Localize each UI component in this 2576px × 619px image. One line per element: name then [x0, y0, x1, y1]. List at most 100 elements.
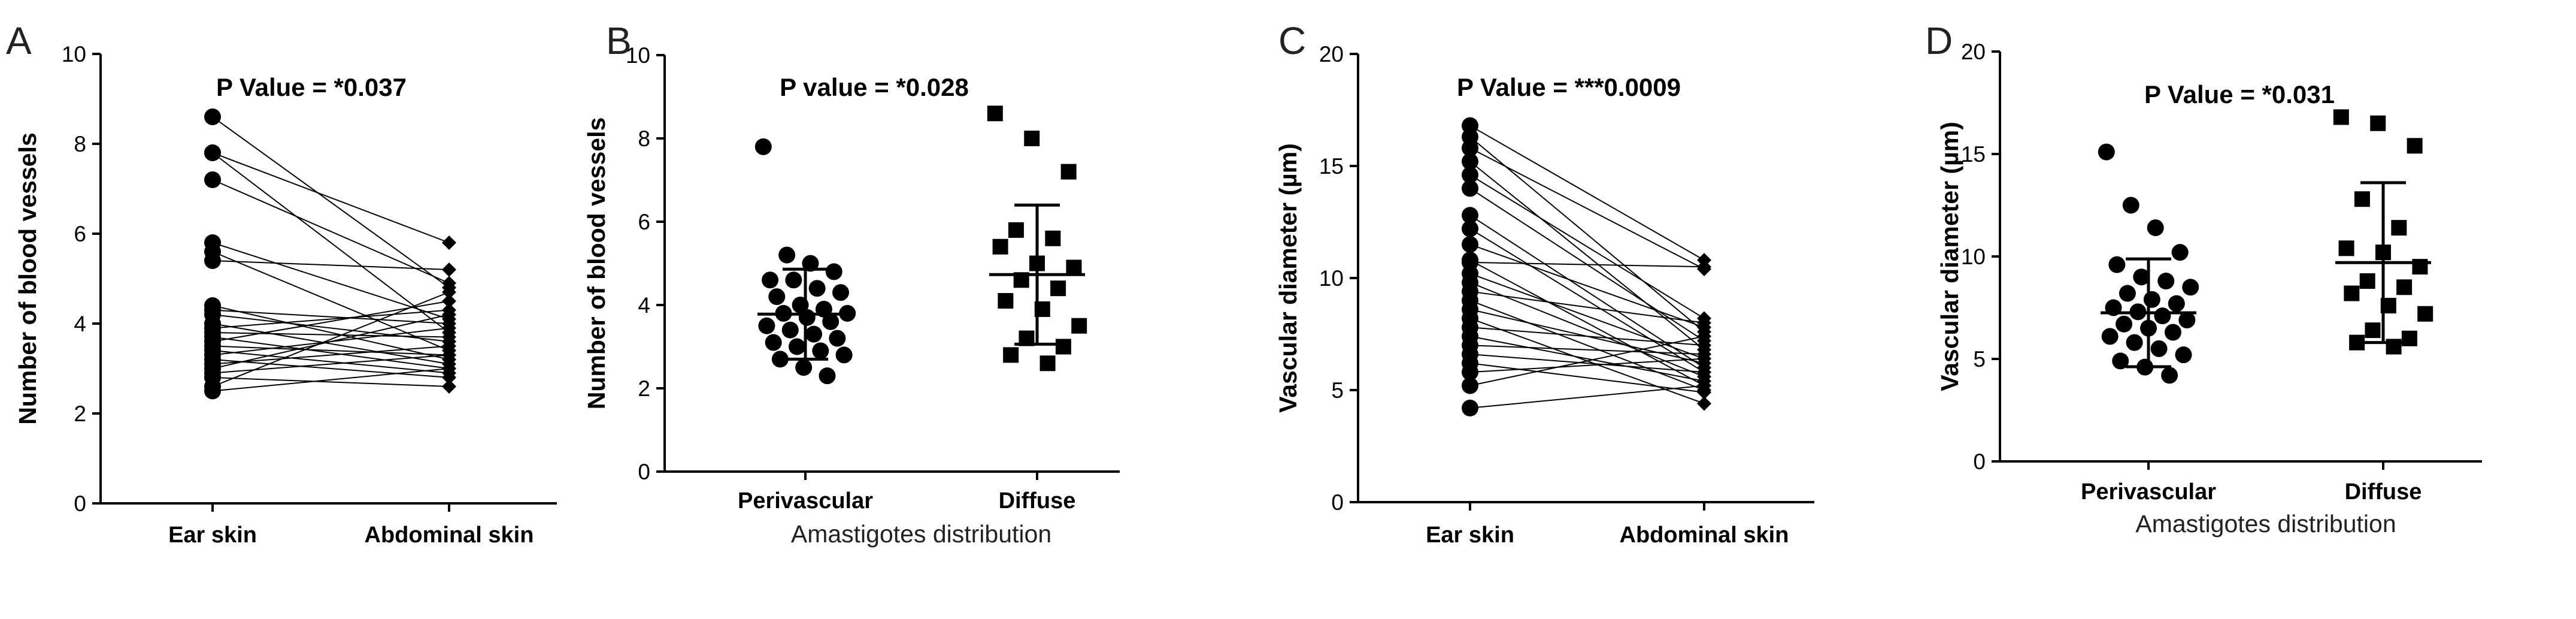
pair-line: [212, 260, 450, 270]
data-point: [1071, 318, 1087, 334]
pair-line: [1469, 291, 1705, 324]
pair-line: [212, 377, 450, 387]
data-point: [805, 325, 823, 343]
panel-letter: C: [1278, 19, 1306, 62]
data-point: [762, 271, 779, 289]
data-point: [758, 317, 775, 334]
y-tick-label: 2: [638, 376, 650, 401]
pair-line: [212, 251, 450, 351]
chart-title: P Value = ***0.0009: [1457, 73, 1681, 101]
pair-line: [212, 314, 450, 342]
y-tick-label: 0: [638, 460, 650, 484]
x-tick-label: Abdominal skin: [1620, 523, 1789, 548]
x-tick-label: Ear skin: [168, 523, 257, 548]
x-tick-label: Perivascular: [2081, 479, 2216, 505]
data-point: [2098, 143, 2115, 161]
data-point: [2164, 324, 2181, 341]
data-point: [1697, 338, 1711, 353]
y-tick-label: 8: [74, 132, 86, 156]
x-axis-label: Amastigotes distribution: [2135, 510, 2396, 538]
data-point: [1697, 259, 1711, 274]
pair-line: [1469, 228, 1705, 373]
pair-line: [212, 242, 450, 320]
y-tick-label: 5: [1331, 378, 1344, 403]
data-point: [204, 144, 221, 161]
y-tick-label: 6: [638, 210, 650, 234]
data-point: [2126, 334, 2143, 351]
y-tick-label: 15: [1319, 154, 1344, 179]
pair-line: [1469, 125, 1705, 261]
data-point: [2171, 244, 2189, 261]
y-axis-label: Vascular diameter (µm): [1274, 143, 1302, 413]
pair-line: [212, 291, 450, 387]
data-point: [2133, 268, 2150, 286]
data-point: [2101, 328, 2119, 345]
panel-letter: D: [1925, 19, 1953, 62]
data-point: [204, 108, 221, 125]
pair-line: [1469, 336, 1705, 387]
data-point: [1462, 220, 1478, 237]
pair-line: [1469, 174, 1705, 319]
pair-line: [212, 323, 450, 365]
pair-line: [212, 314, 450, 369]
data-point: [442, 285, 456, 300]
data-point: [2338, 240, 2354, 256]
data-point: [1060, 164, 1077, 180]
pair-line: [212, 332, 450, 338]
data-point: [819, 367, 836, 385]
data-point: [788, 338, 805, 355]
data-point: [781, 321, 799, 339]
pair-line: [1469, 385, 1705, 409]
pair-line: [212, 152, 450, 243]
y-tick-label: 4: [638, 293, 650, 318]
data-point: [442, 330, 456, 345]
data-point: [442, 361, 456, 376]
y-tick-label: 10: [62, 42, 86, 67]
x-axis-label: Amastigotes distribution: [791, 520, 1051, 548]
pair-line: [1469, 354, 1705, 373]
data-point: [442, 235, 456, 250]
data-point: [1040, 355, 1056, 372]
pair-line: [212, 359, 450, 378]
pair-line: [1469, 136, 1705, 333]
data-point: [442, 348, 456, 363]
data-point: [1462, 180, 1478, 197]
data-point: [1462, 364, 1478, 381]
data-point: [442, 321, 456, 336]
pair-line: [212, 309, 450, 329]
data-point: [2344, 285, 2360, 301]
data-point: [808, 280, 826, 297]
pair-line: [1469, 300, 1705, 391]
data-point: [2143, 291, 2160, 308]
data-point: [1008, 222, 1024, 238]
data-point: [1003, 347, 1019, 363]
data-point: [2112, 352, 2129, 370]
pair-line: [1469, 363, 1705, 393]
pair-line: [1469, 261, 1705, 268]
data-point: [442, 370, 456, 385]
data-point: [2370, 115, 2386, 131]
data-point: [1066, 259, 1082, 276]
data-point: [204, 382, 221, 400]
data-point: [1462, 140, 1478, 157]
data-point: [798, 309, 816, 326]
pair-line: [212, 345, 450, 365]
panel-a: A P Value = *0.037 0 2 4 6 8 10 Ear skin Abdomina…: [6, 19, 557, 548]
data-point: [2182, 279, 2199, 296]
pair-line: [212, 354, 450, 374]
data-point: [2154, 307, 2171, 325]
y-tick-label: 8: [638, 126, 650, 151]
data-point: [835, 346, 853, 364]
x-tick-label: Diffuse: [2345, 479, 2422, 505]
y-tick-label: 4: [74, 312, 86, 336]
pair-line: [1469, 161, 1705, 351]
data-point: [1697, 378, 1711, 393]
data-point: [992, 238, 1008, 255]
pair-line: [212, 179, 450, 284]
pair-line: [212, 336, 450, 369]
data-point: [1697, 396, 1711, 411]
pair-line: [212, 305, 450, 360]
pair-line: [212, 116, 450, 288]
data-point: [778, 246, 796, 264]
pair-line: [1469, 243, 1705, 328]
